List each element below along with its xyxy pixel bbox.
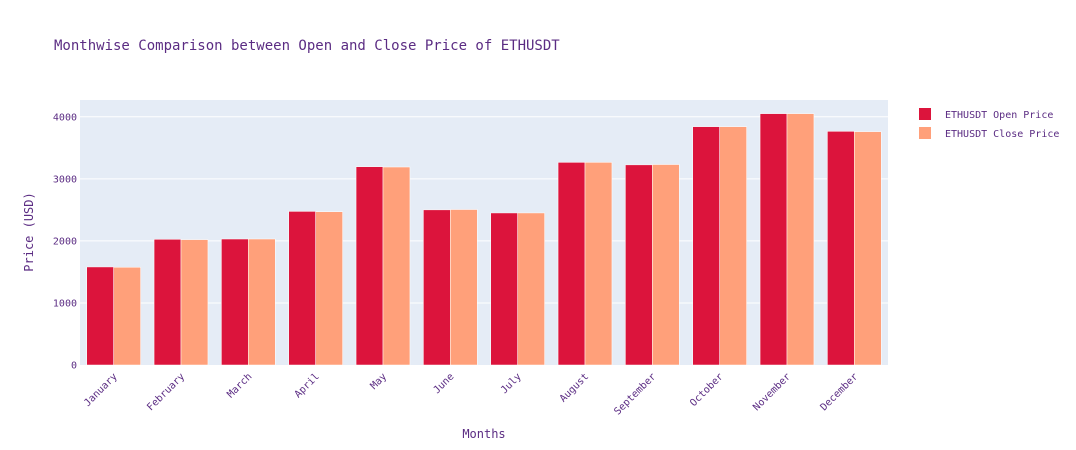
bar [854, 131, 882, 366]
bar [786, 113, 815, 366]
bar [759, 113, 788, 366]
bar [315, 211, 343, 366]
bar [827, 131, 855, 366]
y-tick-label: 0 [71, 361, 77, 372]
x-tick-label: December [819, 371, 861, 413]
x-tick-label: November [751, 371, 793, 413]
bar [490, 212, 518, 366]
legend-swatch [919, 127, 931, 139]
bar [221, 238, 249, 366]
bar [180, 239, 209, 366]
y-tick-label: 2000 [53, 236, 77, 247]
x-tick-label: October [688, 371, 726, 409]
x-tick-label: April [293, 371, 322, 400]
bar [625, 164, 653, 366]
legend-swatch [919, 108, 931, 120]
bar [584, 162, 613, 366]
legend: ETHUSDT Open Price ETHUSDT Close Price [919, 108, 1059, 140]
bar [288, 211, 316, 366]
bar [652, 164, 680, 366]
plot-area [80, 100, 888, 365]
bar [719, 126, 747, 366]
bar [86, 266, 114, 366]
chart-title: Monthwise Comparison between Open and Cl… [54, 38, 560, 54]
x-tick-label: May [369, 371, 390, 392]
bar [423, 209, 451, 366]
y-axis-title: Price (USD) [22, 192, 36, 271]
x-tick-label: June [432, 371, 457, 396]
x-tick-label: January [82, 371, 120, 409]
x-axis-title: Months [462, 427, 505, 441]
y-tick-label: 3000 [53, 174, 77, 185]
bar [382, 166, 411, 366]
bar [355, 166, 384, 366]
legend-label: ETHUSDT Close Price [945, 129, 1059, 140]
bar [557, 162, 586, 366]
bar [450, 209, 478, 366]
x-tick-label: August [558, 371, 591, 404]
y-tick-label: 4000 [53, 112, 77, 123]
x-tick-label: July [499, 371, 524, 396]
bar [248, 238, 276, 366]
y-tick-label: 1000 [53, 298, 77, 309]
bar [113, 267, 141, 366]
bars [86, 113, 882, 366]
bar [153, 239, 182, 366]
gridlines [80, 116, 888, 304]
x-tick-label: February [145, 371, 187, 413]
legend-label: ETHUSDT Open Price [945, 110, 1053, 121]
bar [517, 212, 545, 366]
x-axis-ticks: January February March April May June July Augu… [82, 371, 860, 417]
x-tick-label: March [225, 371, 254, 400]
bar [692, 126, 720, 366]
y-axis-ticks: 0 1000 2000 3000 4000 [53, 112, 77, 371]
x-tick-label: September [612, 371, 658, 417]
